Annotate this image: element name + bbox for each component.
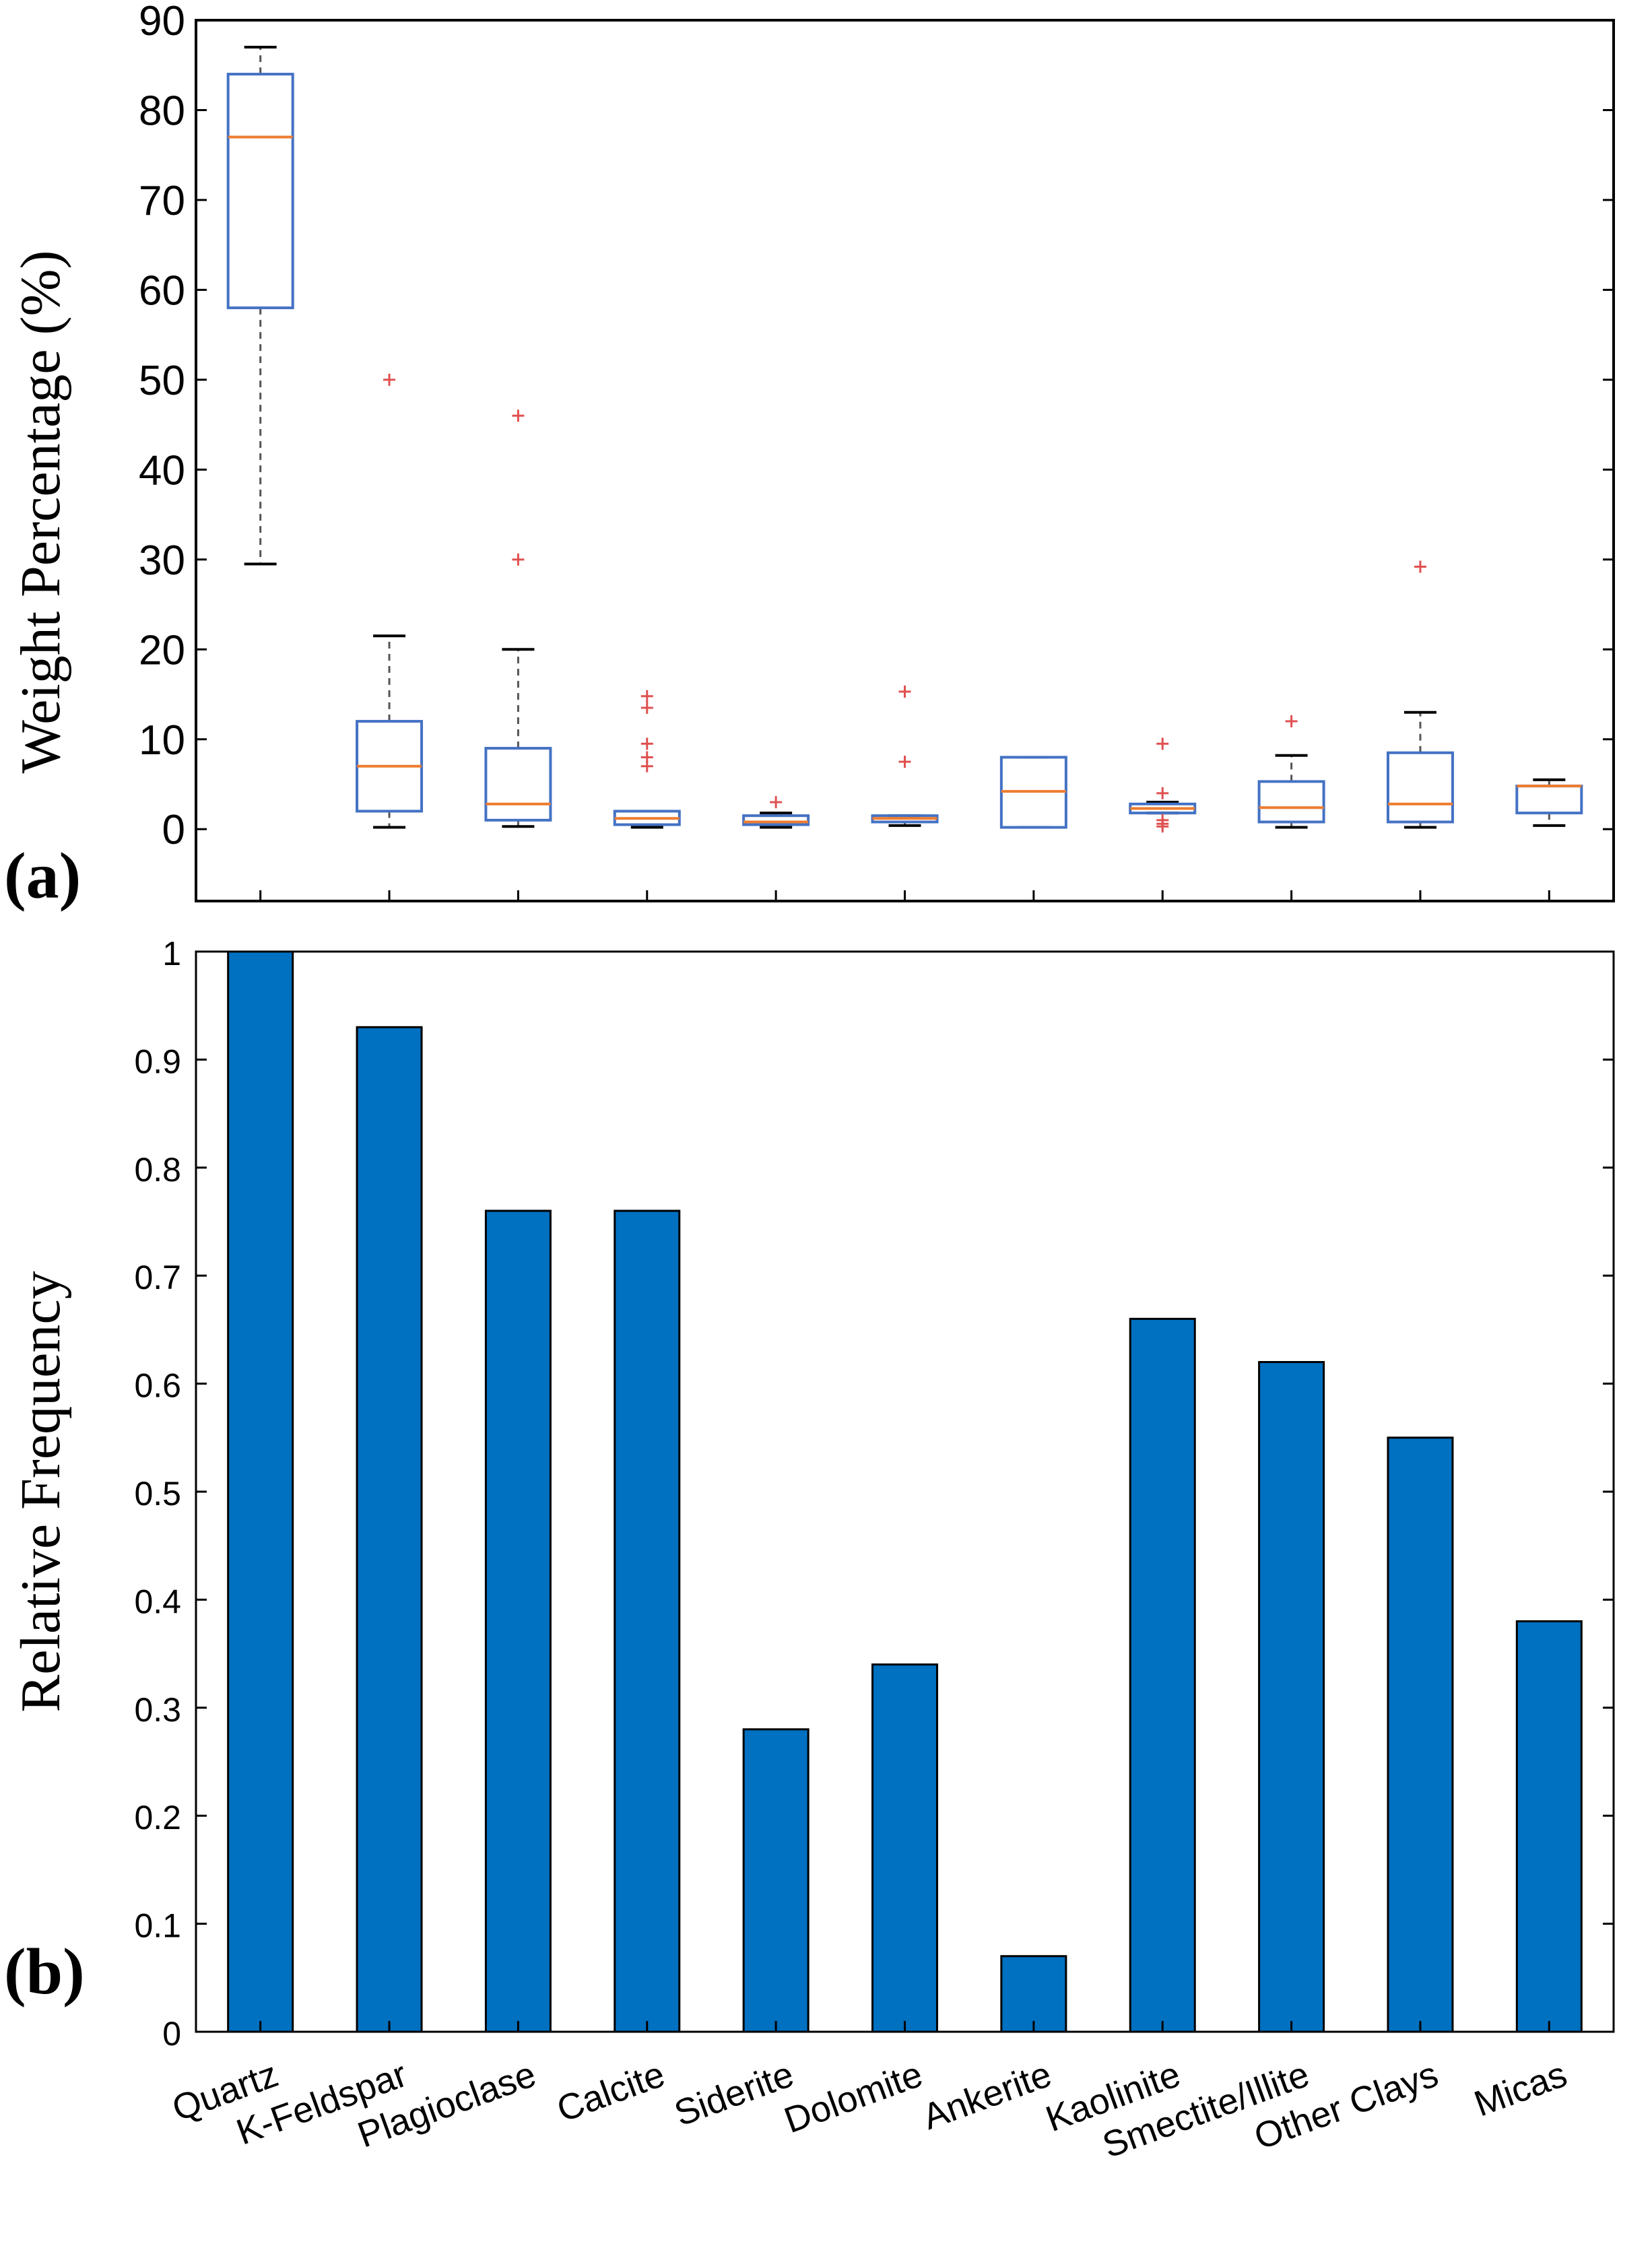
y-tick-label: 50: [139, 358, 185, 404]
outlier-marker: [1156, 737, 1169, 750]
bar-kaolinite: [1129, 1317, 1196, 2033]
y-tick-label: 0.2: [134, 1799, 181, 1836]
y-tick-label: 0.4: [134, 1583, 181, 1620]
panel-label-a: (a): [4, 840, 81, 913]
box-kaolinite: [1129, 737, 1197, 833]
box-plagioclase: [484, 409, 552, 828]
y-tick-label: 0.1: [134, 1907, 181, 1945]
y-tick-label: 0.6: [134, 1367, 181, 1405]
box-micas: [1515, 778, 1583, 827]
boxplot-axes-frame: [195, 19, 1615, 902]
bar-calcite: [614, 1209, 681, 2033]
bar-other-clays: [1387, 1436, 1454, 2033]
x-tick-label: Calcite: [552, 2054, 670, 2130]
box-body: [484, 747, 552, 822]
box-smectite-illite: [1257, 715, 1325, 829]
bar-chart-panel: 0 0.1 0.2 0.3 0.4 0.5 0.6 0.7 0.8 0.9 1 QuartzK-Fe…: [4, 935, 1615, 2166]
box-body: [226, 73, 294, 310]
bar-dolomite: [871, 1663, 938, 2033]
outlier-marker: [1156, 814, 1169, 826]
outlier-marker: [640, 702, 653, 715]
x-tick-label: Dolomite: [779, 2054, 928, 2141]
outlier-marker: [512, 409, 525, 422]
x-tick-label: Ankerite: [917, 2054, 1057, 2137]
box-dolomite: [871, 686, 939, 827]
box-siderite: [742, 796, 810, 829]
box-k-feldspar: [356, 373, 424, 829]
box-body: [1386, 751, 1454, 824]
panel-label-b: (b): [4, 1935, 85, 2008]
bar-quartz: [227, 950, 294, 2033]
bar-siderite: [742, 1728, 810, 2033]
box-ankerite: [999, 756, 1067, 829]
bar-smectite-illite: [1258, 1361, 1325, 2033]
y-tick-label: 20: [139, 627, 185, 673]
box-quartz: [226, 46, 294, 566]
outlier-marker: [770, 796, 783, 809]
outlier-marker: [640, 737, 653, 750]
outlier-marker: [1156, 787, 1169, 799]
boxplot-boxes: [226, 46, 1583, 833]
y-tick-label: 0.3: [134, 1691, 181, 1729]
y-tick-label: 0.9: [134, 1042, 181, 1080]
y-tick-label: 0: [162, 807, 185, 853]
boxplot-y-ticks: 0 10 20 30 40 50 60 70 80 90: [139, 0, 1614, 853]
x-tick-label: Micas: [1469, 2054, 1572, 2125]
outlier-marker: [1414, 560, 1426, 573]
y-tick-label: 0.7: [134, 1259, 181, 1296]
outlier-marker: [1285, 715, 1298, 728]
y-tick-label: 70: [139, 178, 185, 224]
y-tick-label: 1: [162, 935, 181, 972]
bar-plagioclase: [484, 1209, 552, 2033]
boxplot-x-ticks: [259, 890, 1550, 901]
outlier-marker: [898, 756, 911, 768]
y-tick-label: 40: [139, 447, 185, 494]
box-calcite: [613, 690, 681, 829]
y-tick-label: 0.8: [134, 1151, 181, 1189]
bar-chart-y-axis-label: Relative Frequency: [9, 1271, 72, 1712]
outlier-marker: [898, 686, 911, 698]
y-tick-label: 30: [139, 537, 185, 584]
y-tick-label: 80: [139, 88, 185, 134]
boxplot-y-axis-label: Weight Percentage (%): [9, 251, 72, 774]
y-tick-label: 10: [139, 717, 185, 764]
box-body: [1257, 780, 1325, 824]
bar-micas: [1515, 1620, 1583, 2033]
bar-ankerite: [1000, 1955, 1067, 2033]
box-body: [742, 814, 810, 826]
outlier-marker: [640, 751, 653, 764]
box-other-clays: [1386, 560, 1454, 829]
outlier-marker: [640, 690, 653, 702]
bar-chart-bars: [227, 950, 1583, 2033]
y-tick-label: 0: [162, 2015, 181, 2053]
bar-k-feldspar: [356, 1026, 423, 2033]
y-tick-label: 90: [139, 0, 185, 44]
boxplot-panel: 0 10 20 30 40 50 60 70 80 90 Weight Percentage (%…: [4, 0, 1615, 913]
outlier-marker: [512, 553, 525, 566]
x-tick-label: Siderite: [669, 2054, 799, 2134]
outlier-marker: [383, 373, 396, 386]
y-tick-label: 0.5: [134, 1475, 181, 1513]
y-tick-label: 60: [139, 267, 185, 314]
bar-chart-y-ticks: 0 0.1 0.2 0.3 0.4 0.5 0.6 0.7 0.8 0.9 1: [134, 935, 1614, 2053]
